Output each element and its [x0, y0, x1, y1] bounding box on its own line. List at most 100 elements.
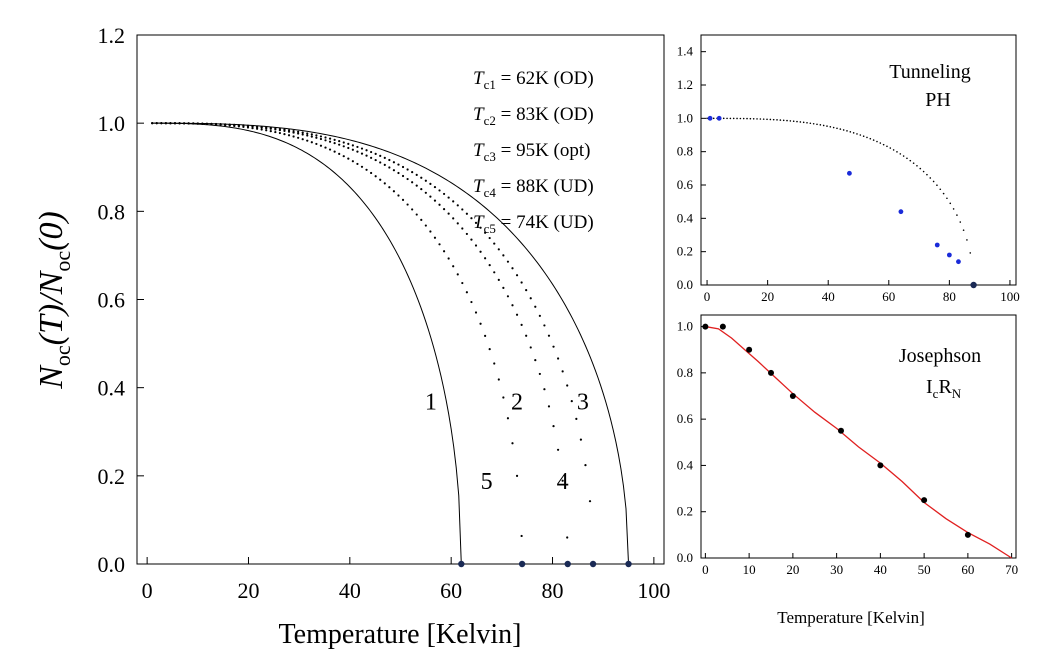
tunneling-fit-point — [819, 124, 822, 126]
main-curve-4-point — [570, 400, 573, 403]
main-curve-4-point — [561, 370, 564, 373]
main-curve-4-point — [520, 281, 523, 284]
main-curve-5-point — [192, 122, 195, 125]
main-curve-2-point — [424, 191, 427, 194]
main-curve-4-point — [324, 136, 327, 139]
main-curve-4-point — [552, 345, 555, 348]
tunneling-data-point — [956, 259, 961, 265]
main-curve-2-point — [301, 133, 304, 136]
main-tc-marker — [625, 560, 632, 568]
tunneling-fit-point — [776, 119, 778, 121]
main-curve-2-point — [292, 131, 295, 134]
tunneling-fit-point — [826, 125, 828, 127]
main-curve-4-point — [356, 145, 359, 149]
tunneling-fit-point — [942, 192, 945, 195]
main-curve-2-point — [406, 177, 409, 181]
main-curve-4-point — [397, 163, 400, 166]
main-curve-label-5: 5 — [481, 469, 493, 495]
main-curve-2-point — [474, 244, 478, 247]
main-curve-5-point — [283, 133, 286, 136]
main-curve-2-point — [465, 232, 468, 236]
main-curve-4-point — [433, 185, 437, 189]
main-curve-4-point — [306, 132, 309, 135]
tunneling-fit-point — [962, 229, 965, 231]
josephson-x-tick-label: 40 — [874, 562, 887, 577]
main-curve-2-point — [520, 323, 523, 326]
main-y-tick-label: 1.0 — [98, 111, 126, 136]
tunneling-fit-point — [766, 118, 768, 121]
main-curve-2-point — [529, 346, 532, 349]
tunneling-y-tick-label: 0.8 — [677, 144, 693, 159]
main-curve-4-point — [452, 200, 455, 203]
josephson-y-tick-label: 0.8 — [677, 365, 693, 380]
main-curve-label-4: 4 — [557, 469, 569, 495]
main-curve-5-point — [415, 213, 418, 216]
tunneling-fit-point — [892, 149, 895, 151]
tunneling-fit-point — [772, 118, 775, 121]
main-curve-5-point — [370, 171, 373, 175]
main-curve-labels: 1 2 3 4 5 — [425, 390, 589, 495]
main-curve-4-point — [515, 274, 519, 277]
main-curve-4-point — [370, 150, 373, 154]
main-curve-4-point — [547, 334, 551, 337]
tc-annotation-3: Tc3 = 95K (opt) — [473, 140, 590, 164]
main-curve-5-point — [160, 122, 163, 125]
main-curve-4-point — [278, 127, 281, 131]
main-curve-5-point — [401, 198, 405, 201]
josephson-data-point — [789, 393, 796, 399]
tunneling-fit-point — [949, 202, 952, 205]
tunneling-y-tick-label: 0.0 — [677, 277, 693, 292]
main-y-axis-label: Noc(T)/Noc(0) — [33, 211, 75, 390]
main-y-tick-label: 0.8 — [98, 199, 126, 224]
tunneling-fit-point — [812, 122, 815, 125]
josephson-x-tick-label: 30 — [830, 562, 843, 577]
main-curve-4-point — [543, 324, 546, 327]
main-curve-5-point — [351, 160, 354, 163]
josephson-chart: 0 10 20 30 40 50 60 70 0.0 0.2 0.4 0.6 0.8 1.0 Joseph… — [677, 314, 1018, 627]
tunneling-fit-curve — [706, 117, 975, 286]
main-curve-5-point — [406, 203, 409, 206]
tunneling-chart: 0 20 40 60 80 100 0.0 0.2 0.4 0.6 0.8 1.0 1.2 1.4 Tun… — [677, 34, 1020, 304]
main-curve-2-point — [360, 152, 364, 155]
tunneling-fit-point — [712, 117, 715, 120]
tunneling-data-point — [934, 242, 940, 248]
main-y-tick-label: 0.2 — [98, 464, 126, 489]
main-curve-5-point — [456, 273, 459, 276]
main-curve-4-point — [297, 130, 300, 133]
main-curve-2-point — [365, 154, 368, 157]
main-curve-5-point — [287, 134, 291, 137]
main-curve-5-point — [173, 122, 177, 125]
tunneling-fit-point — [722, 117, 725, 120]
tunneling-fit-point — [736, 117, 738, 120]
main-curve-2-point — [479, 250, 482, 253]
main-curve-5-point — [452, 265, 455, 268]
main-curve-5-point — [356, 162, 359, 166]
main-curve-5-point — [497, 378, 500, 381]
main-curve-2-point — [297, 132, 300, 135]
main-curve-5-point — [374, 175, 377, 178]
tunneling-fit-point — [732, 117, 735, 120]
main-curve-2-point — [347, 146, 350, 150]
main-curve-5-point — [237, 125, 240, 128]
main-curve-5-point — [178, 122, 181, 125]
main-curve-5-point — [233, 124, 236, 128]
josephson-y-tick-label: 0.6 — [677, 411, 694, 426]
tunneling-fit-point — [802, 121, 805, 124]
tunneling-fit-point — [742, 117, 745, 120]
main-curve-2-point — [561, 479, 564, 482]
josephson-data-point — [877, 462, 884, 469]
main-curve-label-2: 2 — [511, 390, 523, 416]
main-curve-4-point — [283, 128, 286, 131]
josephson-data-point — [746, 346, 753, 353]
main-curve-2-point — [324, 139, 327, 142]
main-curve-4-point — [529, 297, 532, 300]
main-curve-4-point — [365, 149, 368, 152]
main-curve-2-point — [379, 161, 382, 164]
tunneling-fit-point — [952, 208, 955, 210]
main-curve-5-point — [306, 139, 309, 142]
main-curve-4-point — [374, 152, 377, 156]
tunneling-fit-point — [852, 132, 855, 134]
main-curve-2-point — [493, 271, 496, 274]
main-curve-5-point — [479, 322, 482, 325]
